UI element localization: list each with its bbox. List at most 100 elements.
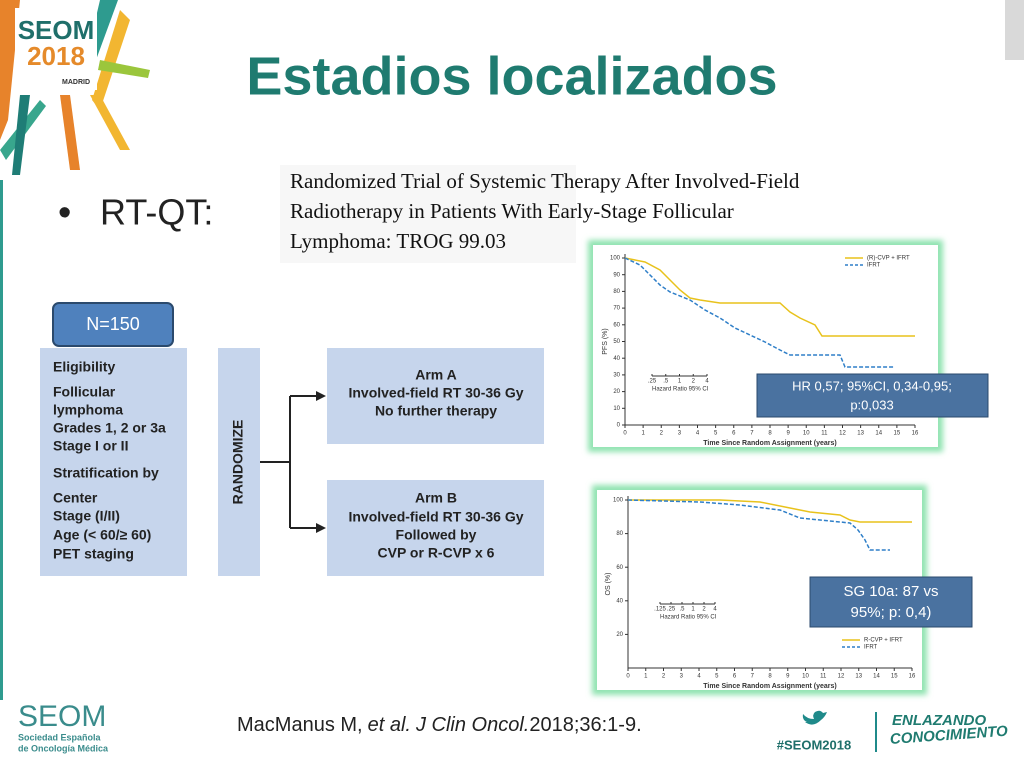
forest-tick-label: .25 [648,379,657,385]
forest-tick-label: 2 [702,607,706,613]
x-tick-label: 4 [697,674,701,680]
x-tick-label: 6 [732,431,736,437]
x-tick-label: 1 [644,674,648,680]
x-tick-label: 9 [786,674,790,680]
footer-hashtag: #SEOM2018 [777,737,851,752]
bullet-marker: • [58,192,71,234]
y-tick-label: 40 [616,598,623,604]
x-tick-label: 15 [891,674,898,680]
x-tick-label: 9 [786,431,790,437]
x-axis-label: Time Since Random Assignment (years) [703,683,836,690]
x-tick-label: 5 [715,674,719,680]
y-tick-label: 80 [613,289,620,295]
pfs-callout-line: p:0,033 [850,397,893,412]
stratification-item: PET staging [53,546,134,562]
eligibility-heading: Eligibility [53,359,115,375]
footer-org: SEOM [18,700,106,733]
y-tick-label: 80 [616,531,623,537]
x-axis-label: Time Since Random Assignment (years) [703,440,836,447]
y-tick-label: 20 [616,632,623,638]
y-tick-label: 90 [613,272,620,278]
x-tick-label: 12 [839,431,846,437]
y-tick-label: 10 [613,406,620,412]
citation-journal: J Clin Oncol. [415,714,529,736]
forest-label: Hazard Ratio 95% CI [660,615,717,621]
arm-a-line: Involved-field RT 30-36 Gy [348,385,523,401]
corner-block [1005,0,1024,60]
y-tick-label: 40 [613,356,620,362]
stratification-item: Stage (I/II) [53,508,120,524]
y-axis-label: PFS (%) [602,328,609,354]
y-tick-label: 60 [613,322,620,328]
legend-label: IFRT [864,645,878,651]
stratification-item: Center [53,490,98,506]
eligibility-item: Grades 1, 2 or 3a [53,420,166,436]
arm-b-line: CVP or R-CVP x 6 [378,545,495,561]
arrow-head [316,523,326,533]
x-tick-label: 14 [875,431,882,437]
eligibility-item: Stage I or II [53,438,128,454]
x-tick-label: 0 [623,431,627,437]
arrow-head [316,391,326,401]
citation: MacManus M, et al. J Clin Oncol.2018;36:1-… [237,714,642,736]
legend-label: R-CVP + IFRT [864,638,903,644]
x-tick-label: 3 [678,431,682,437]
forest-tick-label: 1 [691,607,695,613]
os-curve-b [627,499,890,551]
footer-org-line: de Oncología Médica [18,743,109,753]
flow-arrows [260,395,318,529]
paper-title-line: Radiotherapy in Patients With Early-Stag… [290,199,734,223]
forest-tick-label: .25 [667,607,676,613]
twitter-icon [802,710,827,725]
eligibility-box [40,348,187,576]
forest-tick-label: 4 [713,607,717,613]
y-tick-label: 70 [613,306,620,312]
x-tick-label: 7 [750,431,754,437]
x-tick-label: 13 [855,674,862,680]
n-box [52,302,174,347]
pfs-callout-line: HR 0,57; 95%CI, 0,34-0,95; [792,378,952,393]
x-tick-label: 8 [768,674,772,680]
x-tick-label: 11 [821,431,828,437]
footer-org-line: Sociedad Española [18,732,102,742]
y-tick-label: 100 [610,256,621,262]
forest-tick-label: 1 [678,379,682,385]
y-tick-label: 0 [617,423,621,429]
x-tick-label: 2 [662,674,666,680]
n-box-text: N=150 [86,314,140,334]
x-tick-label: 15 [894,431,901,437]
y-axis-label: OS (%) [605,573,612,596]
randomize-text: RANDOMIZE [230,420,246,505]
pfs-curve-b [624,257,895,368]
y-tick-label: 50 [613,339,620,345]
x-tick-label: 0 [626,674,630,680]
x-tick-label: 7 [751,674,755,680]
x-tick-label: 10 [803,431,810,437]
x-tick-label: 16 [909,674,916,680]
legend-label: IFRT [867,263,881,269]
eligibility-item: Follicular [53,384,116,400]
forest-tick-label: 4 [705,379,709,385]
arm-a-line: Arm A [415,367,457,383]
arm-a-line: No further therapy [375,403,497,419]
paper-title-box [280,165,576,263]
x-tick-label: 5 [714,431,718,437]
citation-ref: 2018;36:1-9. [529,714,641,736]
x-tick-label: 3 [680,674,684,680]
x-tick-label: 1 [641,431,645,437]
os-callout-line: SG 10a: 87 vs [843,583,938,600]
x-tick-label: 6 [733,674,737,680]
footer-slogan: ENLAZANDO [892,712,986,729]
forest-tick-label: .125 [654,607,666,613]
arm-a-box [327,348,544,444]
x-tick-label: 14 [873,674,880,680]
x-tick-label: 12 [838,674,845,680]
citation-author: MacManus M, [237,714,363,736]
arm-b-line: Followed by [396,527,477,543]
logo-city: MADRID [62,79,90,86]
pfs-curve-a [624,257,915,337]
x-tick-label: 4 [696,431,700,437]
x-tick-label: 10 [802,674,809,680]
x-tick-label: 2 [660,431,664,437]
